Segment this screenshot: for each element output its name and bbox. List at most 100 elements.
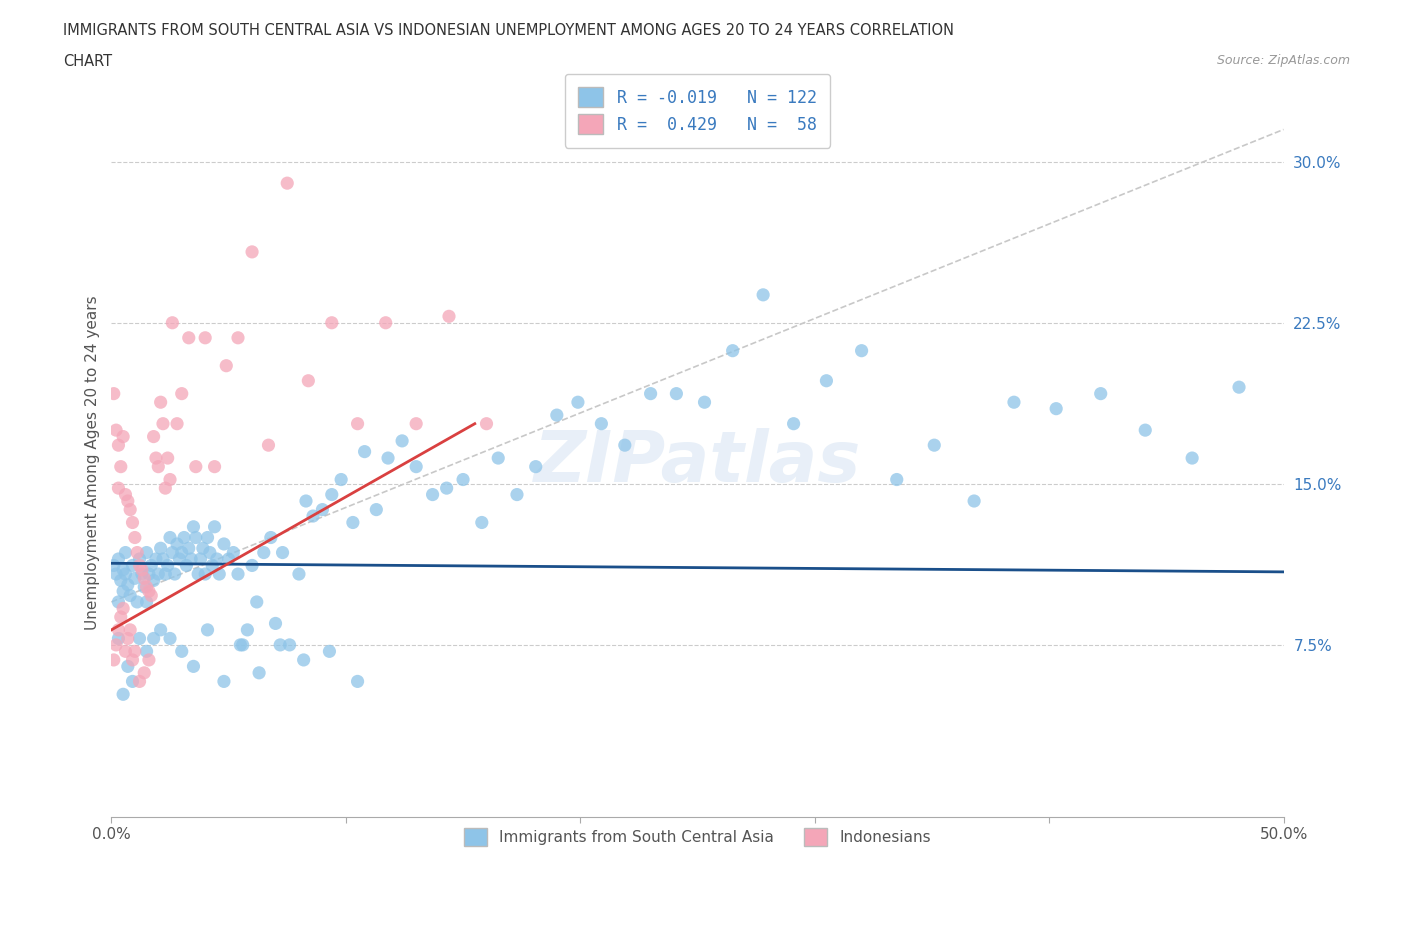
Point [166,537,188,551]
Point [148,566,170,581]
Point [177,541,200,556]
Point [135,644,157,658]
Point [264,616,287,631]
Point [194,330,217,345]
Point [422,487,444,502]
Point [163,566,186,581]
Point [353,445,375,459]
Point [155,481,177,496]
Point [124,571,146,586]
Point [120,622,142,637]
Point [253,545,276,560]
Point [204,459,226,474]
Point [1045,401,1067,416]
Point [212,674,235,689]
Text: Source: ZipAtlas.com: Source: ZipAtlas.com [1216,54,1350,67]
Point [546,407,568,422]
Point [128,551,150,566]
Point [114,566,136,581]
Point [752,287,775,302]
Point [162,315,184,330]
Point [366,502,388,517]
Point [567,394,589,409]
Point [269,637,291,652]
Point [183,519,205,534]
Point [156,558,179,573]
Point [141,588,163,603]
Point [276,176,298,191]
Point [236,622,259,637]
Point [121,674,143,689]
Point [114,545,136,560]
Point [963,494,986,509]
Point [159,631,181,646]
Point [215,358,238,373]
Point [177,330,200,345]
Text: CHART: CHART [63,54,112,69]
Point [170,644,193,658]
Point [105,423,128,438]
Point [204,519,226,534]
Point [475,417,498,432]
Point [134,579,156,594]
Point [278,637,301,652]
Point [127,594,149,609]
Text: IMMIGRANTS FROM SOUTH CENTRAL ASIA VS INDONESIAN UNEMPLOYMENT AMONG AGES 20 TO 2: IMMIGRANTS FROM SOUTH CENTRAL ASIA VS IN… [63,23,955,38]
Point [346,417,368,432]
Point [437,309,460,324]
Point [198,545,221,560]
Point [117,631,139,646]
Point [240,245,263,259]
Point [208,566,231,581]
Point [922,438,945,453]
Point [117,578,139,592]
Point [1002,394,1025,409]
Point [110,609,132,624]
Point [271,545,294,560]
Point [149,541,172,556]
Point [135,594,157,609]
Point [342,515,364,530]
Point [173,530,195,545]
Point [121,653,143,668]
Point [112,563,135,578]
Point [105,566,128,581]
Point [391,433,413,448]
Point [121,558,143,573]
Point [107,631,129,646]
Point [851,343,873,358]
Point [103,386,125,401]
Point [295,494,318,509]
Point [112,584,135,599]
Point [640,386,662,401]
Point [103,558,125,573]
Point [149,394,172,409]
Point [105,637,128,652]
Point [229,637,252,652]
Point [138,584,160,599]
Point [138,566,160,581]
Point [721,343,744,358]
Point [222,545,245,560]
Point [124,530,146,545]
Point [232,637,254,652]
Point [142,573,165,588]
Point [190,551,212,566]
Point [321,315,343,330]
Point [318,644,340,658]
Point [112,429,135,444]
Point [145,451,167,466]
Point [103,653,125,668]
Point [815,373,838,388]
Point [782,417,804,432]
Point [166,417,188,432]
Point [311,502,333,517]
Point [124,644,146,658]
Point [169,551,191,566]
Point [218,551,240,566]
Point [591,417,613,432]
Point [486,451,509,466]
Point [107,481,129,496]
Text: ZIPatlas: ZIPatlas [534,428,862,497]
Point [134,571,156,586]
